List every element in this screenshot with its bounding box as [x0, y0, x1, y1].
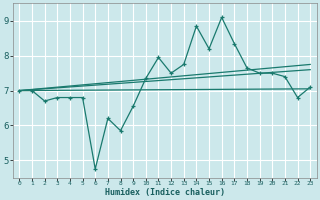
X-axis label: Humidex (Indice chaleur): Humidex (Indice chaleur) — [105, 188, 225, 197]
